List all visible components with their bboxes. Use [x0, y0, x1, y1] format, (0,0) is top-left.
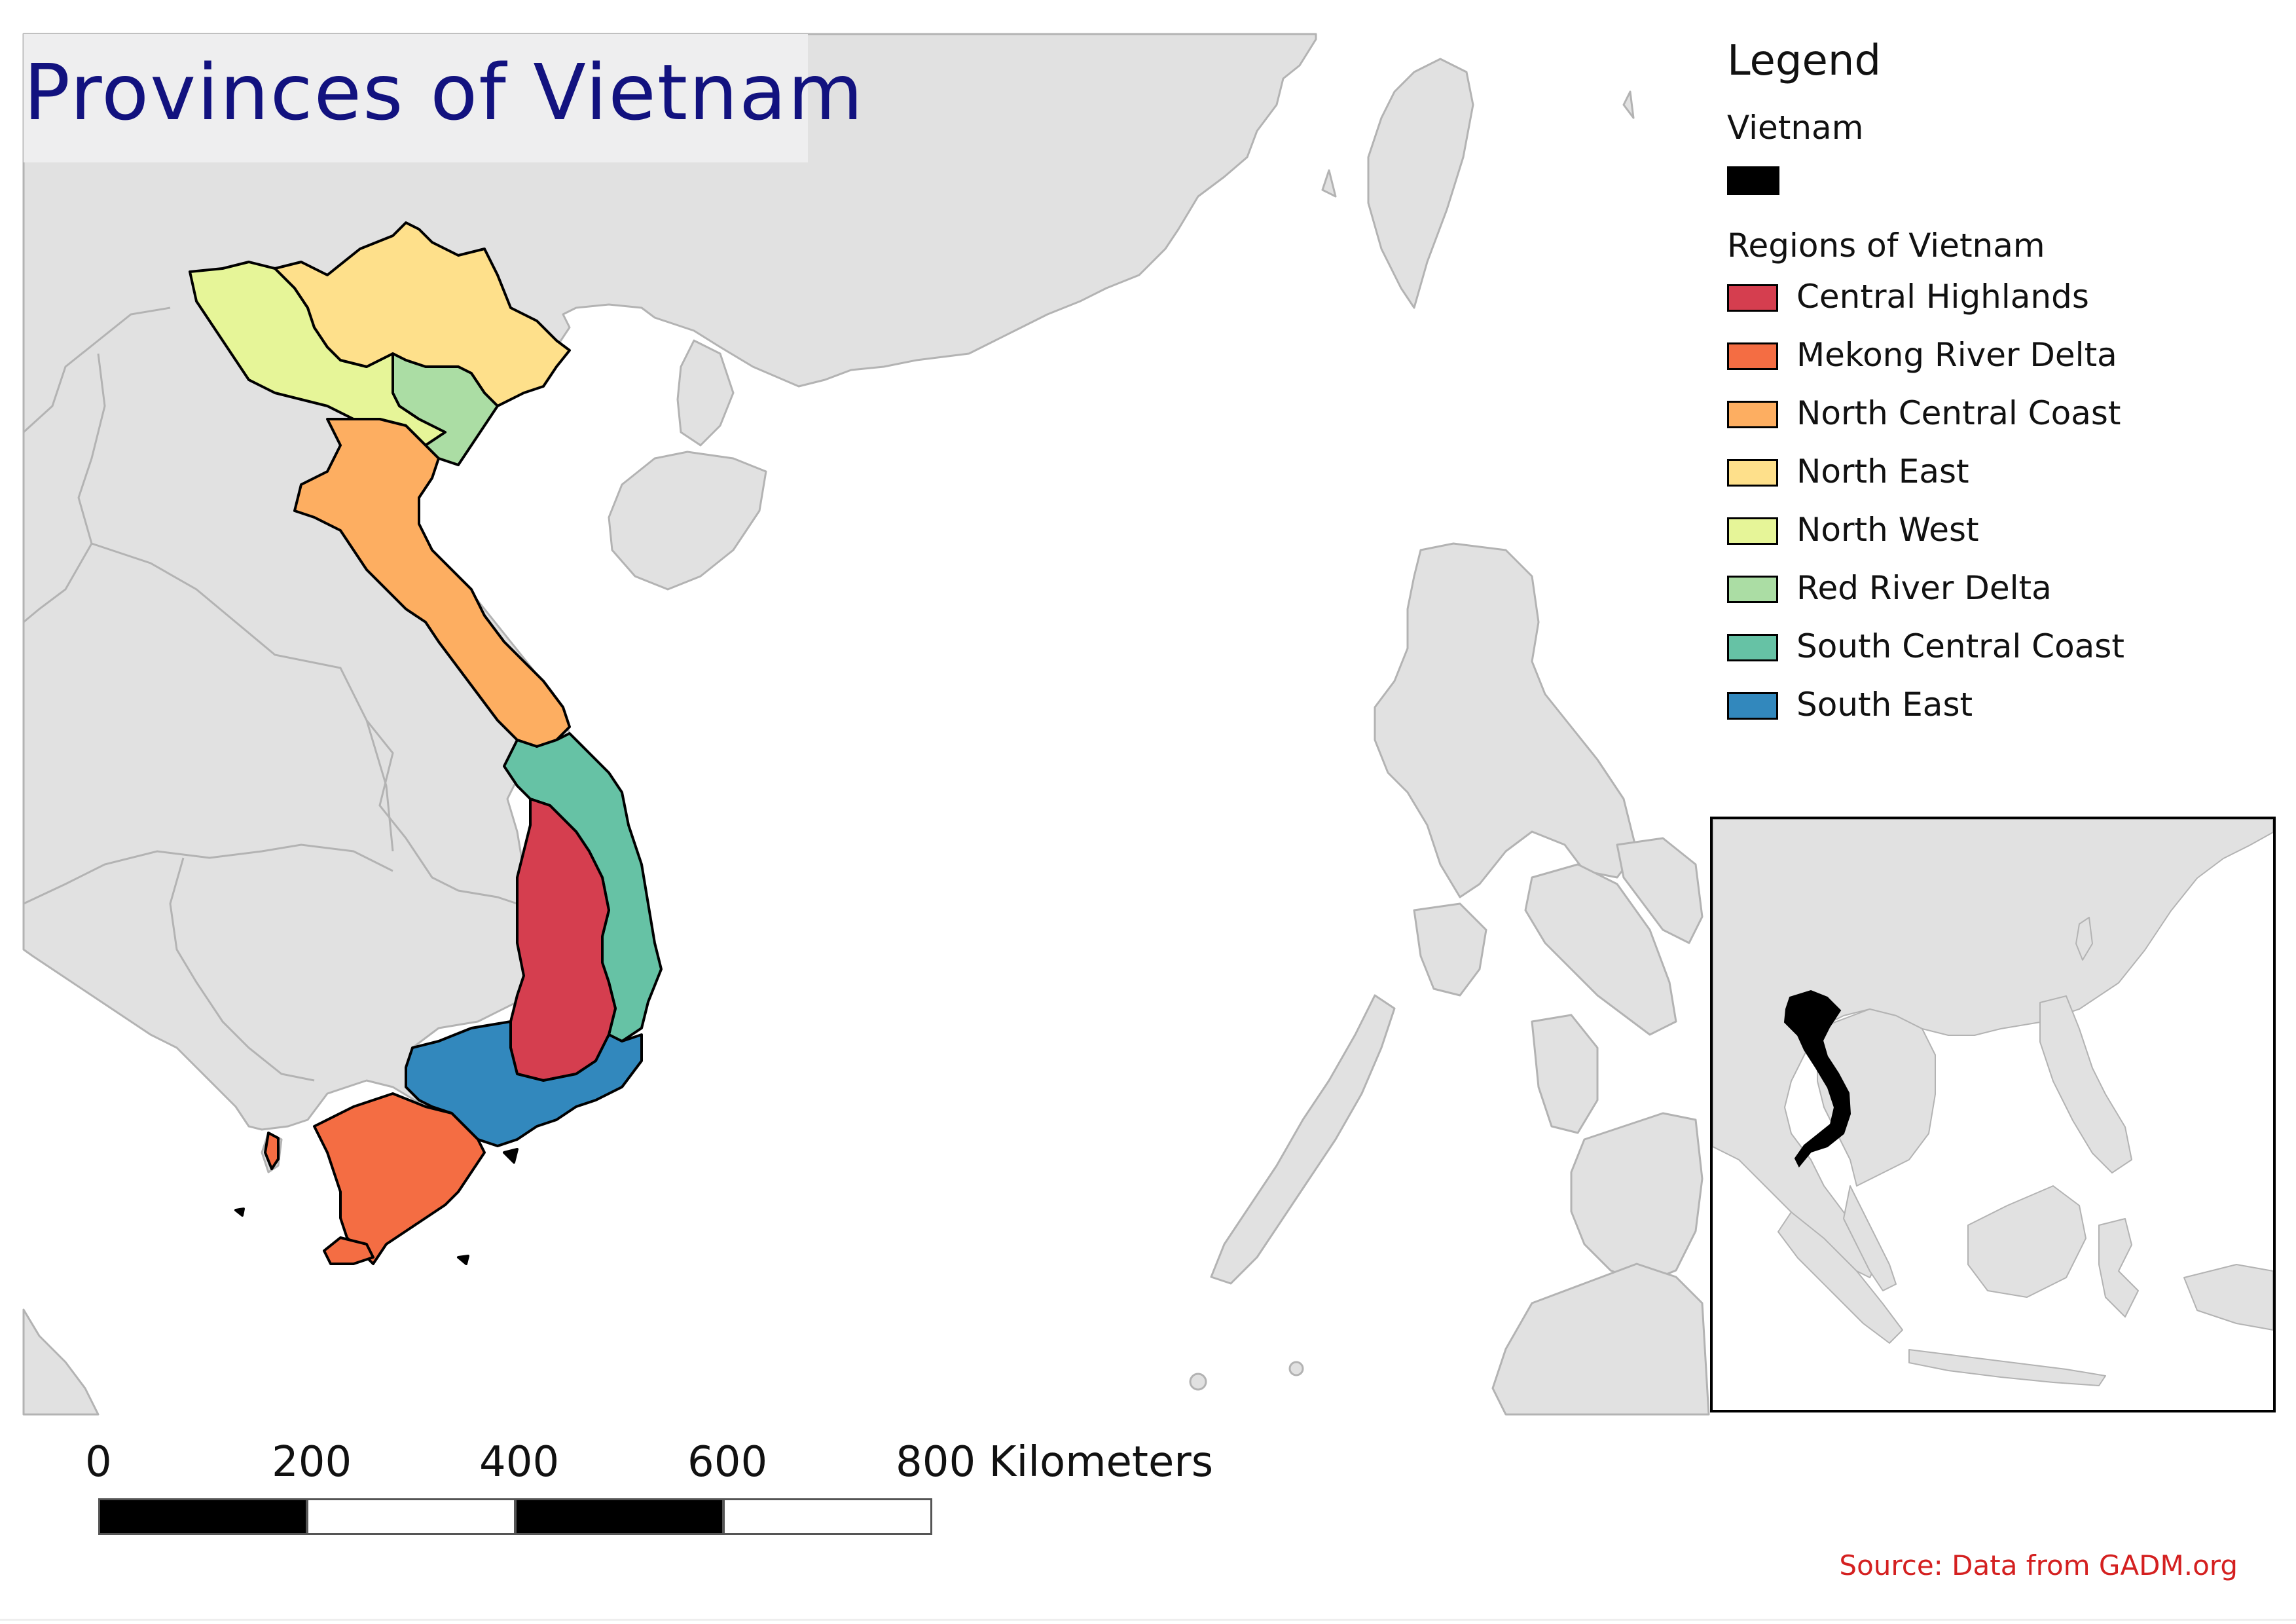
small-island — [503, 1148, 519, 1164]
legend-label: South Central Coast — [1796, 627, 2124, 665]
legend-swatch — [1727, 692, 1778, 720]
scale-label-0: 0 — [85, 1438, 112, 1486]
scale-label-400: 400 — [479, 1438, 560, 1486]
visayas-islands — [1524, 863, 1677, 1036]
legend-title: Legend — [1727, 37, 1882, 85]
divider — [0, 1619, 2296, 1621]
legend-swatch — [1727, 634, 1778, 661]
small-island — [1288, 1361, 1304, 1376]
scale-segment — [98, 1498, 308, 1535]
region-north-east[interactable] — [274, 221, 571, 407]
mindoro-island — [1413, 902, 1487, 997]
country-borders — [22, 306, 518, 1082]
inset-java — [1908, 1349, 2106, 1386]
legend-swatch-vietnam — [1727, 166, 1779, 195]
inset-philippines — [2039, 995, 2132, 1173]
borneo-island — [1491, 1263, 1710, 1416]
small-island — [1321, 169, 1337, 198]
legend-swatch — [1727, 576, 1778, 603]
inset-sumatra — [1777, 1211, 1903, 1344]
small-island — [1622, 90, 1635, 119]
legend-label: Red River Delta — [1796, 569, 2052, 607]
inset-map-svg — [1713, 819, 2273, 1386]
scale-segment — [515, 1498, 724, 1535]
legend-label: North Central Coast — [1796, 394, 2121, 432]
legend-label: Central Highlands — [1796, 278, 2089, 316]
inset-taiwan — [2075, 917, 2093, 961]
region-red-river-delta[interactable] — [392, 352, 499, 466]
mindanao-island — [1570, 1112, 1704, 1285]
negros-island — [1531, 1014, 1599, 1134]
locator-inset-map[interactable] — [1710, 817, 2276, 1412]
taiwan-island — [1367, 58, 1474, 309]
inset-new-guinea — [2183, 1264, 2273, 1331]
scale-segment — [306, 1498, 516, 1535]
inset-malay-peninsula — [1843, 1185, 1897, 1291]
scale-segment — [723, 1498, 932, 1535]
scale-label-800: 800 Kilometers — [896, 1438, 1214, 1486]
inset-sulawesi — [2098, 1218, 2139, 1318]
source-credit: Source: Data from GADM.org — [1839, 1549, 2238, 1581]
scale-label-200: 200 — [272, 1438, 352, 1486]
phu-quoc-island[interactable] — [264, 1132, 280, 1170]
map-title-box: Provinces of Vietnam — [24, 34, 863, 162]
legend-swatch — [1727, 517, 1778, 545]
legend-label: North East — [1796, 452, 1969, 490]
legend-layer-vietnam: Vietnam — [1727, 109, 1864, 147]
legend-swatch — [1727, 284, 1778, 312]
hainan-island — [608, 451, 767, 591]
legend-swatch — [1727, 342, 1778, 370]
small-island — [234, 1208, 245, 1217]
legend-label: South East — [1796, 686, 1973, 724]
inset-asia-mainland — [1713, 819, 2273, 1278]
samar-island — [1616, 837, 1704, 944]
legend-swatch — [1727, 401, 1778, 428]
region-mekong-river-delta[interactable] — [323, 1236, 374, 1265]
legend-label: Mekong River Delta — [1796, 336, 2117, 374]
scale-label-600: 600 — [687, 1438, 768, 1486]
leizhou-peninsula — [676, 339, 735, 447]
inset-borneo — [1967, 1185, 2086, 1298]
inset-indochina — [1817, 1008, 1936, 1187]
legend-layer-regions: Regions of Vietnam — [1727, 227, 2045, 265]
luzon-island — [1374, 542, 1638, 898]
palawan-island — [1210, 994, 1396, 1285]
map-title: Provinces of Vietnam — [24, 47, 865, 138]
small-island — [1189, 1373, 1207, 1391]
inset-vietnam-highlight — [1783, 989, 1851, 1168]
legend-label: North West — [1796, 511, 1979, 549]
region-mekong-river-delta[interactable] — [313, 1092, 486, 1265]
small-island — [457, 1255, 469, 1265]
malay-peninsula — [22, 1308, 100, 1416]
legend-swatch — [1727, 459, 1778, 487]
